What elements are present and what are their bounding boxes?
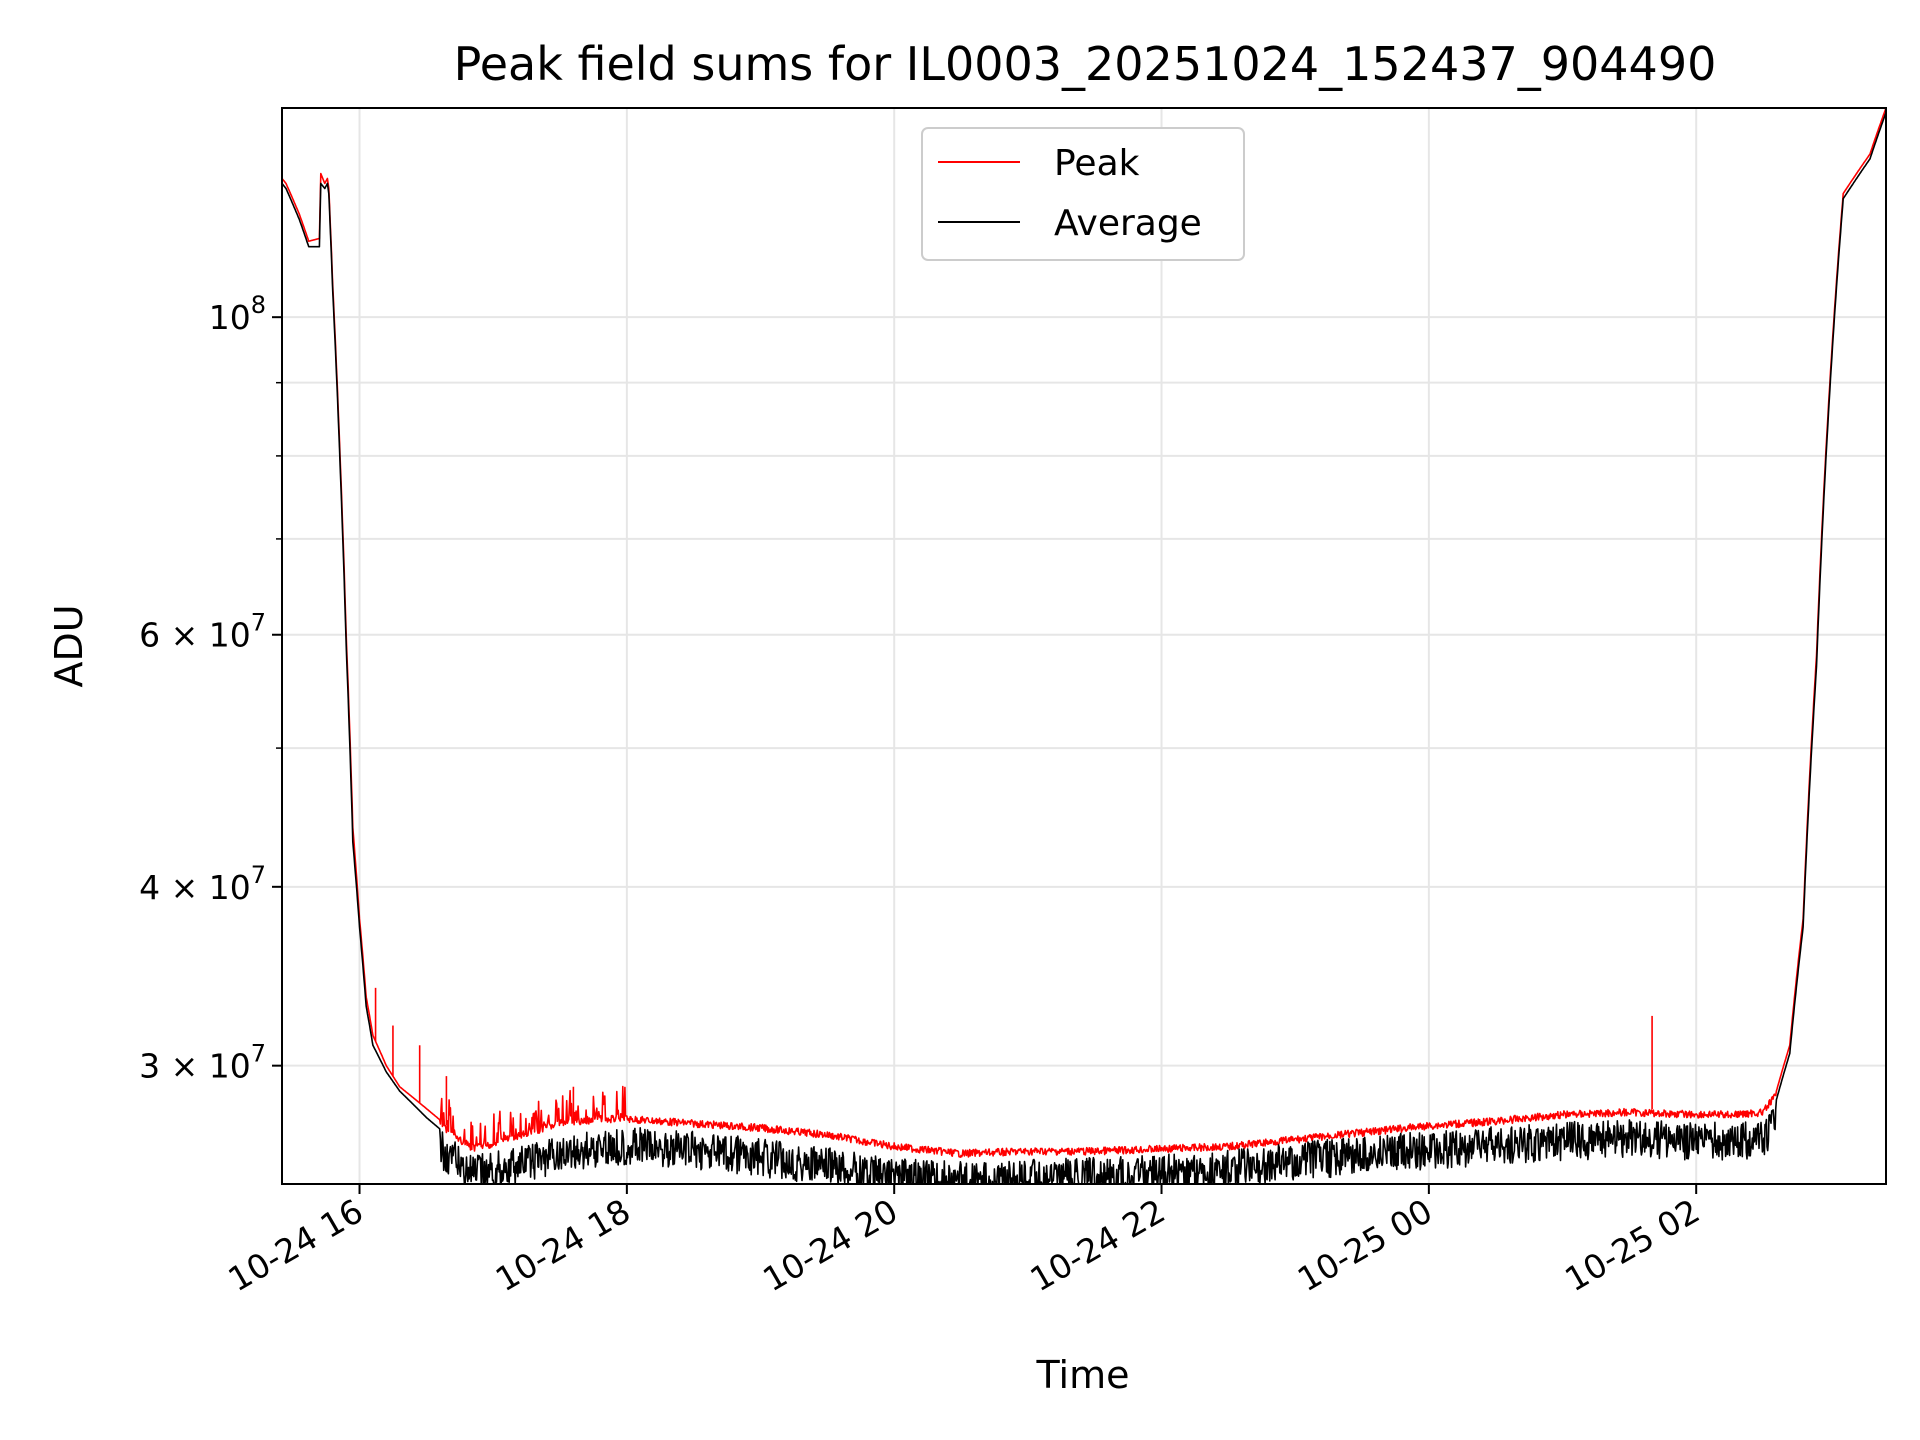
legend-label-peak: Peak	[1054, 143, 1140, 184]
y-tick-label: 4 × 107	[139, 861, 266, 907]
series-group	[282, 108, 1886, 1184]
chart-title: Peak field sums for IL0003_20251024_1524…	[454, 37, 1717, 91]
plot-frame	[281, 107, 1887, 1185]
y-tick-label: 3 × 107	[139, 1040, 266, 1086]
series-line-average	[282, 112, 1886, 1184]
legend-label-average: Average	[1054, 203, 1202, 244]
y-tick-label: 108	[209, 291, 266, 337]
y-axis-label: ADU	[47, 604, 91, 687]
legend: Peak Average	[921, 127, 1245, 261]
series-line-peak	[282, 108, 1886, 1158]
x-axis-label: Time	[1036, 1353, 1130, 1397]
y-tick-label: 6 × 107	[139, 609, 266, 655]
grid	[282, 108, 1886, 1184]
